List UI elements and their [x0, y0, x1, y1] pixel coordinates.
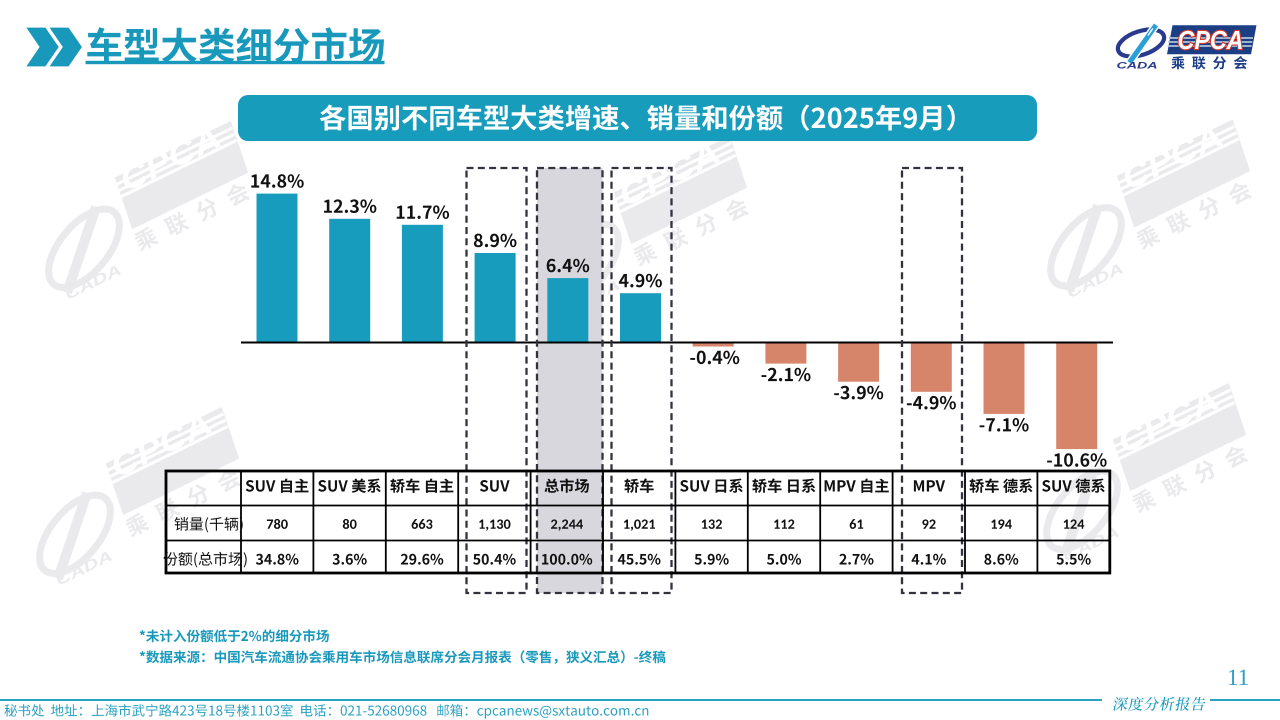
- svg-text:CPCA: CPCA: [1178, 27, 1244, 55]
- svg-text:CPCA: CPCA: [1178, 27, 1244, 55]
- svg-text:11: 11: [1227, 665, 1249, 690]
- svg-text:CADA: CADA: [1117, 60, 1158, 71]
